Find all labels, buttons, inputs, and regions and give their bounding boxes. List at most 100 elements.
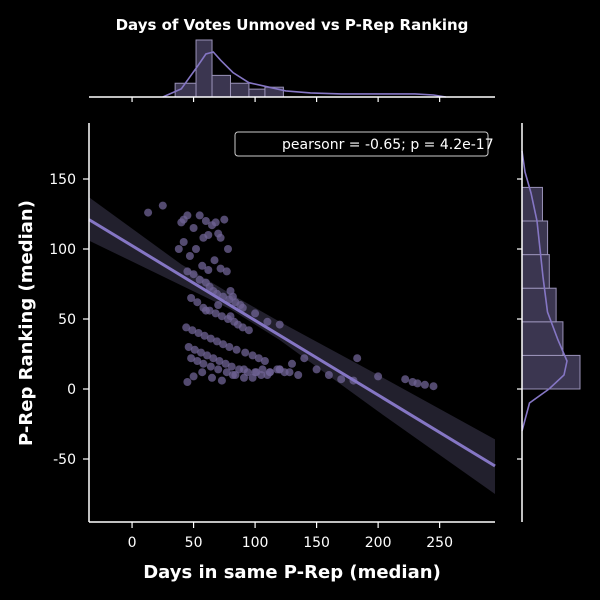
x-axis-ticks: 0 50 100 150 200 250 [128,522,453,551]
scatter-point [248,351,257,360]
scatter-point [189,270,198,279]
x-tick-label: 150 [303,535,330,551]
scatter-point [401,375,410,384]
scatter-point [222,368,231,377]
scatter-point [209,354,218,363]
scatter-point [263,371,272,379]
scatter-point [208,373,216,382]
scatter-point [214,301,223,309]
x-tick-label: 250 [426,535,453,551]
chart-title: Days of Votes Unmoved vs P-Rep Ranking [116,16,469,34]
pearson-annotation: pearsonr = -0.65; p = 4.2e-17 [282,137,494,153]
y-tick-label: 150 [49,172,76,188]
scatter-point [182,323,191,332]
scatter-point [203,351,212,360]
x-tick-label: 200 [365,535,392,551]
scatter-point [190,345,199,354]
scatter-point [183,267,192,276]
y-tick-label: -50 [53,452,76,468]
scatter-point [413,379,422,388]
top-kde-curve [162,51,446,98]
right-histogram-bar [521,186,543,222]
scatter-point [183,211,192,220]
scatter-points [144,201,438,391]
scatter-point [222,267,231,276]
scatter-point [227,362,236,371]
top-histogram-bar [195,39,213,98]
scatter-point [204,231,213,239]
scatter-point [420,380,429,389]
x-tick-label: 50 [185,535,203,551]
scatter-point [337,375,346,384]
scatter-point [300,354,309,363]
x-tick-label: 0 [128,535,137,551]
scatter-point [214,365,223,374]
scatter-point [215,357,224,365]
scatter-point [158,201,167,210]
scatter-point [201,217,210,225]
scatter-point [240,365,248,374]
scatter-point [195,211,204,220]
scatter-point [219,340,228,349]
legend-box [234,131,489,157]
legend: pearsonr = -0.65; p = 4.2e-17 [234,131,494,157]
scatter-point [184,343,193,351]
scatter-point [210,256,219,265]
top-histogram-bar [211,74,231,98]
scatter-point [285,368,294,377]
right-histogram-bar [521,287,557,323]
scatter-point [241,348,250,357]
scatter-point [254,354,263,363]
scatter-point [213,337,221,346]
x-axis-label: Days in same P-Rep (median) [143,562,441,583]
scatter-point [183,378,192,386]
scatter-point [201,306,210,315]
scatter-point [225,295,234,304]
scatter-point [216,264,225,273]
scatter-point [199,359,208,368]
scatter-point [204,266,213,274]
regression-line [88,218,496,468]
scatter-point [374,372,383,381]
y-tick-label: 0 [67,382,76,398]
scatter-point [211,309,220,318]
scatter-point [198,261,207,270]
scatter-point [217,312,226,321]
scatter-point [353,354,362,363]
scatter-point [260,357,269,365]
right-kde-curve [521,150,568,432]
scatter-point [324,371,333,379]
scatter-point [187,354,196,363]
scatter-point [251,309,260,318]
scatter-point [194,329,203,337]
scatter-point [228,371,237,379]
scatter-point [198,368,207,377]
scatter-point [189,372,198,381]
y-axis-ticks: -50 0 50 100 150 [49,172,89,468]
scatter-point [216,233,225,242]
scatter-point [312,365,321,374]
y-axis-label: P-Rep Ranking (median) [16,200,37,446]
scatter-point [200,331,209,340]
y-tick-label: 50 [58,312,76,328]
scatter-point [206,362,215,371]
scatter-point [206,334,215,343]
main-scatter-plot: 0 50 100 150 200 250 -50 0 50 100 150 [49,123,496,551]
scatter-point [294,371,303,379]
scatter-point [192,245,200,253]
scatter-point [193,357,202,365]
scatter-point [224,245,232,253]
scatter-point [263,317,272,326]
scatter-point [189,224,198,232]
scatter-point [187,294,196,302]
scatter-point [217,376,226,385]
y-tick-label: 100 [49,242,76,258]
scatter-point [220,215,229,224]
scatter-point [195,275,204,284]
scatter-point [244,326,253,335]
right-histogram-bar [521,254,550,289]
scatter-point [144,208,153,217]
top-marginal-histogram [89,39,495,102]
right-histogram-bar [521,220,549,256]
